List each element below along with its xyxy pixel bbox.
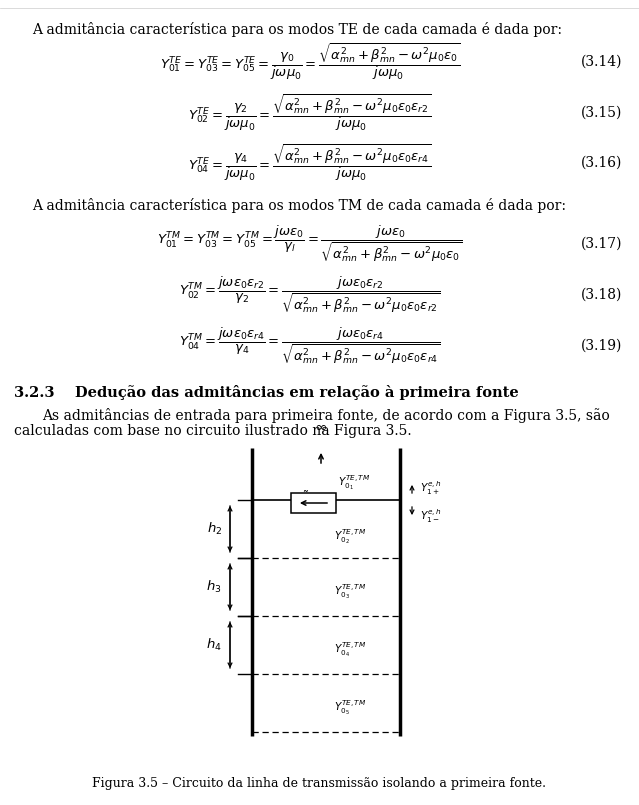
Text: (3.16): (3.16) <box>581 156 622 170</box>
Text: calculadas com base no circuito ilustrado na Figura 3.5.: calculadas com base no circuito ilustrad… <box>14 424 412 438</box>
Text: $Y_{1-}^{e,h}$: $Y_{1-}^{e,h}$ <box>420 507 442 525</box>
Text: $Y_{04}^{TE} = \dfrac{\gamma_4}{j\omega\mu_0} = \dfrac{\sqrt{\alpha_{mn}^2 + \be: $Y_{04}^{TE} = \dfrac{\gamma_4}{j\omega\… <box>188 142 432 184</box>
Text: $h_3$: $h_3$ <box>206 579 222 595</box>
Text: $Y_{1+}^{e,h}$: $Y_{1+}^{e,h}$ <box>420 480 442 497</box>
Text: $Y_{01}^{TE} = Y_{03}^{TE} = Y_{05}^{TE} = \dfrac{\gamma_0}{j\omega\mu_0} = \dfr: $Y_{01}^{TE} = Y_{03}^{TE} = Y_{05}^{TE}… <box>160 42 460 82</box>
Text: A admitância característica para os modos TM de cada camada é dada por:: A admitância característica para os modo… <box>32 198 566 213</box>
Text: $h_2$: $h_2$ <box>206 521 222 537</box>
Text: (3.19): (3.19) <box>581 339 622 353</box>
Text: $Y_{04}^{TM} = \dfrac{j\omega\varepsilon_0\varepsilon_{r4}}{\gamma_4} = \dfrac{j: $Y_{04}^{TM} = \dfrac{j\omega\varepsilon… <box>179 325 441 366</box>
Text: 3.2.3    Dedução das admitâncias em relação à primeira fonte: 3.2.3 Dedução das admitâncias em relação… <box>14 385 519 400</box>
Text: $\infty$: $\infty$ <box>314 420 328 434</box>
Text: $Y_{0_2}^{TE,TM}$: $Y_{0_2}^{TE,TM}$ <box>334 528 366 547</box>
Text: (3.15): (3.15) <box>581 106 622 120</box>
Text: $Y_{01}^{TM} = Y_{03}^{TM} = Y_{05}^{TM} = \dfrac{j\omega\varepsilon_0}{\gamma_l: $Y_{01}^{TM} = Y_{03}^{TM} = Y_{05}^{TM}… <box>157 224 463 264</box>
Text: As admitâncias de entrada para primeira fonte, de acordo com a Figura 3.5, são: As admitâncias de entrada para primeira … <box>42 408 610 423</box>
Text: $h_4$: $h_4$ <box>206 637 222 653</box>
Text: (3.14): (3.14) <box>580 55 622 69</box>
Text: A admitância característica para os modos TE de cada camada é dada por:: A admitância característica para os modo… <box>32 22 562 37</box>
Text: $Y_{0_4}^{TE,TM}$: $Y_{0_4}^{TE,TM}$ <box>334 641 366 659</box>
Text: $Y_{0_3}^{TE,TM}$: $Y_{0_3}^{TE,TM}$ <box>334 583 366 601</box>
Text: $Y_{02}^{TM} = \dfrac{j\omega\varepsilon_0\varepsilon_{r2}}{\gamma_2} = \dfrac{j: $Y_{02}^{TM} = \dfrac{j\omega\varepsilon… <box>179 275 441 316</box>
Bar <box>291 493 336 513</box>
Text: $Y_{0_5}^{TE,TM}$: $Y_{0_5}^{TE,TM}$ <box>334 699 366 717</box>
Text: $Y_{02}^{TE} = \dfrac{\gamma_2}{j\omega\mu_0} = \dfrac{\sqrt{\alpha_{mn}^2 + \be: $Y_{02}^{TE} = \dfrac{\gamma_2}{j\omega\… <box>188 93 432 134</box>
Text: Figura 3.5 – Circuito da linha de transmissão isolando a primeira fonte.: Figura 3.5 – Circuito da linha de transm… <box>92 777 546 790</box>
Text: (3.17): (3.17) <box>580 237 622 251</box>
Text: $\tilde{J}_1$: $\tilde{J}_1$ <box>302 490 314 510</box>
Text: (3.18): (3.18) <box>581 288 622 302</box>
Text: $Y_{0_1}^{TE,TM}$: $Y_{0_1}^{TE,TM}$ <box>338 474 371 493</box>
